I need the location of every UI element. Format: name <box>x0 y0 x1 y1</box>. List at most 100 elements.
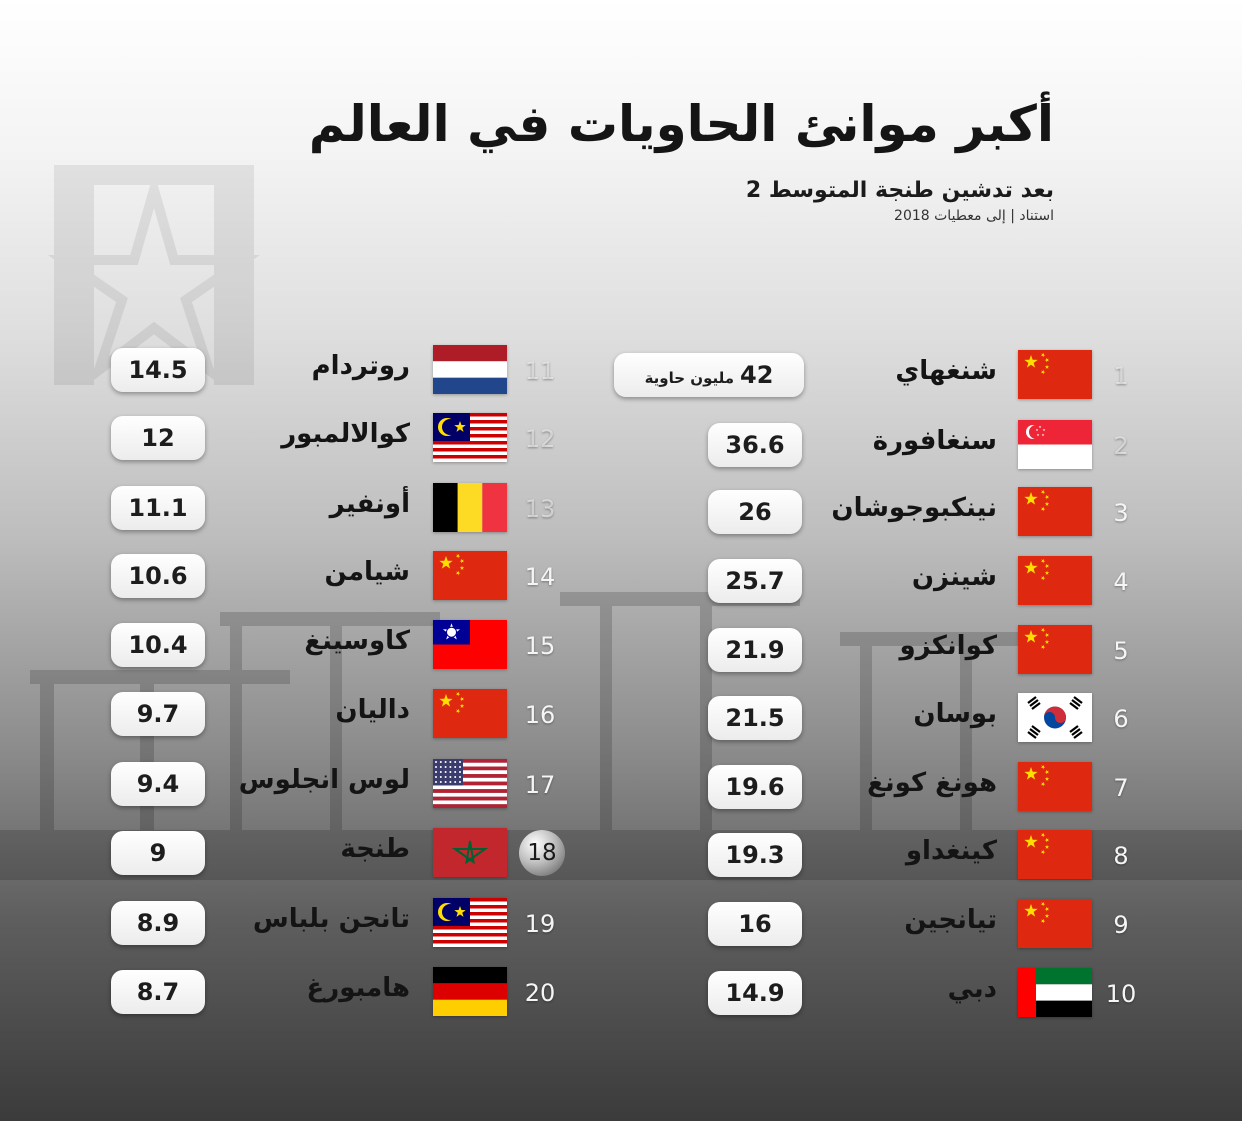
rank-number: 6 <box>1113 705 1129 733</box>
table-row: 8 كينغداو 19.3 <box>0 830 1242 882</box>
rank-number: 20 <box>524 979 556 1007</box>
value-badge: 16 <box>708 902 802 946</box>
value-badge: 25.7 <box>708 559 802 603</box>
value-badge: 9.4 <box>111 762 205 806</box>
china-flag-icon <box>433 689 507 738</box>
germany-flag-icon <box>433 967 507 1016</box>
morocco-flag-icon <box>433 828 507 877</box>
table-row: 13 أونفير 11.1 <box>0 483 1242 535</box>
port-name: تانجن بلباس <box>252 904 410 934</box>
china-flag-icon <box>1018 830 1092 879</box>
value-badge: 8.7 <box>111 970 205 1014</box>
rank-number: 11 <box>524 357 556 385</box>
netherlands-flag-icon <box>433 345 507 394</box>
rank-number: 19 <box>524 910 556 938</box>
port-name: لوس انجلوس <box>238 765 410 795</box>
port-name: سنغافورة <box>872 426 997 456</box>
china-flag-icon <box>1018 487 1092 536</box>
table-row: 16 داليان 9.7 <box>0 689 1242 741</box>
rank-number: 14 <box>524 563 556 591</box>
port-name: نينكبوجوشان <box>831 493 997 523</box>
port-name: شيامن <box>324 557 410 587</box>
china-flag-icon <box>1018 625 1092 674</box>
port-name: كوالالمبور <box>281 419 410 449</box>
table-row: 6 بوسان 21.5 <box>0 693 1242 745</box>
rank-number: 2 <box>1113 432 1129 460</box>
table-row: 5 كوانكزو 21.9 <box>0 625 1242 677</box>
table-row: 17 لوس انجلوس 9.4 <box>0 759 1242 811</box>
south-korea-flag-icon <box>1018 693 1092 742</box>
value-badge: 42 مليون حاوية <box>614 353 804 397</box>
china-flag-icon <box>1018 899 1092 948</box>
china-flag-icon <box>1018 350 1092 399</box>
rank-number: 12 <box>524 425 556 453</box>
table-row: 4 شينزن 25.7 <box>0 556 1242 608</box>
singapore-flag-icon <box>1018 420 1092 469</box>
port-name: طنجة <box>340 834 410 864</box>
uae-flag-icon <box>1018 968 1092 1017</box>
table-row: 11 روتردام 14.5 <box>0 345 1242 397</box>
rank-number: 3 <box>1113 499 1129 527</box>
table-row: 7 هونغ كونغ 19.6 <box>0 762 1242 814</box>
value-badge: 14.9 <box>708 971 802 1015</box>
malaysia-flag-icon <box>433 413 507 462</box>
rank-number: 9 <box>1113 911 1129 939</box>
port-name: كينغداو <box>905 836 997 866</box>
port-name: شينزن <box>911 562 997 592</box>
table-row: 14 شيامن 10.6 <box>0 551 1242 603</box>
page-title: أكبر موانئ الحاويات في العالم <box>308 95 1054 153</box>
rank-number: 18 <box>519 830 565 876</box>
port-name: هونغ كونغ <box>867 768 997 798</box>
china-flag-icon <box>1018 556 1092 605</box>
value-number: 42 <box>740 361 774 389</box>
table-row: 9 تيانجين 16 <box>0 899 1242 951</box>
page-subtitle: بعد تدشين طنجة المتوسط 2 <box>745 178 1054 203</box>
port-name: داليان <box>335 695 410 725</box>
rank-number: 4 <box>1113 568 1129 596</box>
value-badge: 26 <box>708 490 802 534</box>
port-name: بوسان <box>913 699 997 729</box>
rank-number: 10 <box>1105 980 1137 1008</box>
port-name: كوانكزو <box>899 631 997 661</box>
table-row: 1 شنغهاي 42 مليون حاوية <box>0 350 1242 402</box>
port-name: روتردام <box>311 351 410 381</box>
value-badge: 19.6 <box>708 765 802 809</box>
rank-number: 16 <box>524 701 556 729</box>
table-row: 12 كوالالمبور 12 <box>0 413 1242 465</box>
table-row: 3 نينكبوجوشان 26 <box>0 487 1242 539</box>
source-note: استناد | إلى معطيات 2018 <box>894 208 1054 224</box>
watermark-frame-icon <box>47 165 261 385</box>
port-name: تيانجين <box>904 905 997 935</box>
table-row: 20 هامبورغ 8.7 <box>0 967 1242 1019</box>
rank-number: 8 <box>1113 842 1129 870</box>
value-badge: 21.5 <box>708 696 802 740</box>
value-badge: 19.3 <box>708 833 802 877</box>
table-row: 15 كاوسينغ 10.4 <box>0 620 1242 672</box>
value-badge: 12 <box>111 416 205 460</box>
table-row: 18 طنجة 9 <box>0 828 1242 880</box>
malaysia-flag-icon <box>433 898 507 947</box>
value-badge: 10.6 <box>111 554 205 598</box>
rank-number: 13 <box>524 495 556 523</box>
taiwan-flag-icon <box>433 620 507 669</box>
usa-flag-icon <box>433 759 507 808</box>
belgium-flag-icon <box>433 483 507 532</box>
value-badge: 21.9 <box>708 628 802 672</box>
china-flag-icon <box>1018 762 1092 811</box>
rank-number: 1 <box>1113 362 1129 390</box>
value-badge: 11.1 <box>111 486 205 530</box>
china-flag-icon <box>433 551 507 600</box>
port-name: شنغهاي <box>895 356 997 386</box>
value-badge: 9.7 <box>111 692 205 736</box>
value-badge: 9 <box>111 831 205 875</box>
value-badge: 14.5 <box>111 348 205 392</box>
rank-number: 17 <box>524 771 556 799</box>
port-name: كاوسينغ <box>304 626 410 656</box>
table-row: 19 تانجن بلباس 8.9 <box>0 898 1242 950</box>
unit-label: مليون حاوية <box>644 369 735 387</box>
rank-number: 7 <box>1113 774 1129 802</box>
header: أكبر موانئ الحاويات في العالم بعد تدشين … <box>309 78 1054 224</box>
rank-number: 5 <box>1113 637 1129 665</box>
port-name: دبي <box>947 974 997 1004</box>
